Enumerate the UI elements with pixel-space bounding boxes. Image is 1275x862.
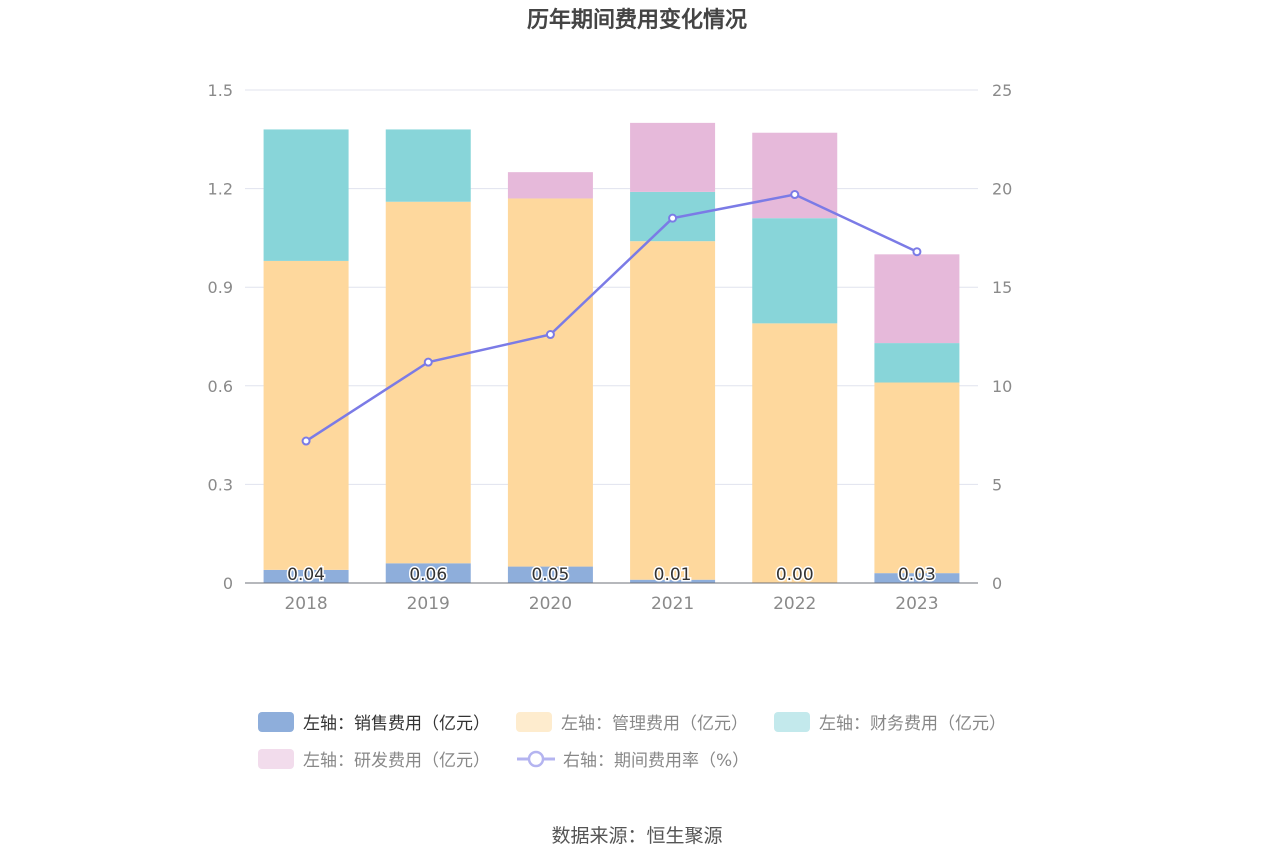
- legend-swatch: [516, 712, 552, 732]
- legend-item[interactable]: 右轴：期间费用率（%）: [517, 750, 749, 771]
- x-axis-tick: 2022: [773, 594, 816, 614]
- x-axis-tick: 2020: [529, 594, 572, 614]
- rate-point: [790, 190, 800, 200]
- legend-label: 左轴：销售费用（亿元）: [303, 714, 490, 734]
- rate-point: [912, 247, 922, 257]
- bar-segment: [507, 198, 593, 567]
- rate-point: [668, 213, 678, 223]
- bar-segment: [874, 573, 960, 583]
- legend-swatch: [258, 712, 294, 732]
- grid-lines: [245, 89, 978, 485]
- bar-segment: [385, 129, 471, 202]
- bar-segment: [752, 132, 838, 219]
- legend-label: 右轴：期间费用率（%）: [563, 751, 749, 771]
- legend-item[interactable]: 左轴：销售费用（亿元）: [258, 712, 490, 734]
- right-axis-tick: 25: [992, 81, 1012, 100]
- left-axis-tick: 0: [223, 574, 233, 593]
- axes: 0 0 0.3 5 0.6 10 0.9 15 1.2 20 1.5 25 2018 2019 2020 20…: [208, 81, 1013, 614]
- right-axis-tick: 10: [992, 377, 1012, 396]
- legend-label: 左轴：财务费用（亿元）: [819, 714, 1006, 734]
- legend-swatch: [774, 712, 810, 732]
- x-axis-tick: 2021: [651, 594, 694, 614]
- bar-segment: [385, 563, 471, 583]
- right-axis-tick: 15: [992, 278, 1012, 297]
- bar-segment: [263, 569, 349, 583]
- expense-rate-line: [301, 190, 922, 446]
- data-label: 0.05: [531, 565, 569, 585]
- bars: [263, 122, 960, 583]
- right-axis-tick: 20: [992, 180, 1012, 199]
- left-axis-tick: 0.3: [208, 475, 233, 494]
- data-labels: 0.04 0.06 0.05 0.01 0.00 0.03: [286, 564, 938, 587]
- bar-segment: [630, 579, 716, 583]
- left-axis-tick: 1.2: [208, 180, 233, 199]
- legend-label: 左轴：研发费用（亿元）: [303, 751, 490, 771]
- bar-segment: [263, 260, 349, 570]
- bar-segment: [874, 254, 960, 344]
- bar-segment: [874, 382, 960, 574]
- legend[interactable]: 左轴：销售费用（亿元） 左轴：管理费用（亿元） 左轴：财务费用（亿元） 左轴：研发费用…: [258, 712, 1006, 771]
- legend-point-swatch: [527, 750, 545, 768]
- legend-label: 左轴：管理费用（亿元）: [561, 714, 748, 734]
- x-axis-tick: 2019: [407, 594, 450, 614]
- left-axis-tick: 0.6: [208, 377, 233, 396]
- data-label: 0.01: [654, 565, 692, 585]
- legend-item[interactable]: 左轴：研发费用（亿元）: [258, 749, 490, 771]
- left-axis-tick: 1.5: [208, 81, 233, 100]
- rate-line: [305, 193, 918, 443]
- right-axis-tick: 0: [992, 574, 1002, 593]
- bar-segment: [507, 566, 593, 583]
- x-axis-tick: 2023: [895, 594, 938, 614]
- bar-segment: [752, 218, 838, 324]
- bar-segment: [874, 343, 960, 383]
- chart-title: 历年期间费用变化情况: [527, 7, 747, 33]
- x-axis-tick: 2018: [284, 594, 327, 614]
- data-label: 0.03: [898, 565, 936, 585]
- rate-point: [301, 436, 311, 446]
- bar-segment: [263, 129, 349, 261]
- legend-item[interactable]: 左轴：管理费用（亿元）: [516, 712, 748, 734]
- legend-item[interactable]: 左轴：财务费用（亿元）: [774, 712, 1006, 734]
- bar-segment: [507, 172, 593, 199]
- data-label: 0.04: [287, 565, 325, 585]
- bar-segment: [752, 323, 838, 583]
- legend-swatch: [258, 749, 294, 769]
- bar-segment: [385, 201, 471, 564]
- data-source: 数据来源：恒生聚源: [551, 825, 722, 847]
- data-label: 0.06: [409, 565, 447, 585]
- data-label: 0.00: [776, 565, 814, 585]
- right-axis-tick: 5: [992, 475, 1002, 494]
- left-axis-tick: 0.9: [208, 278, 233, 297]
- rate-point: [545, 330, 555, 340]
- rate-point: [423, 357, 433, 367]
- bar-segment: [630, 241, 716, 580]
- bar-segment: [630, 122, 716, 192]
